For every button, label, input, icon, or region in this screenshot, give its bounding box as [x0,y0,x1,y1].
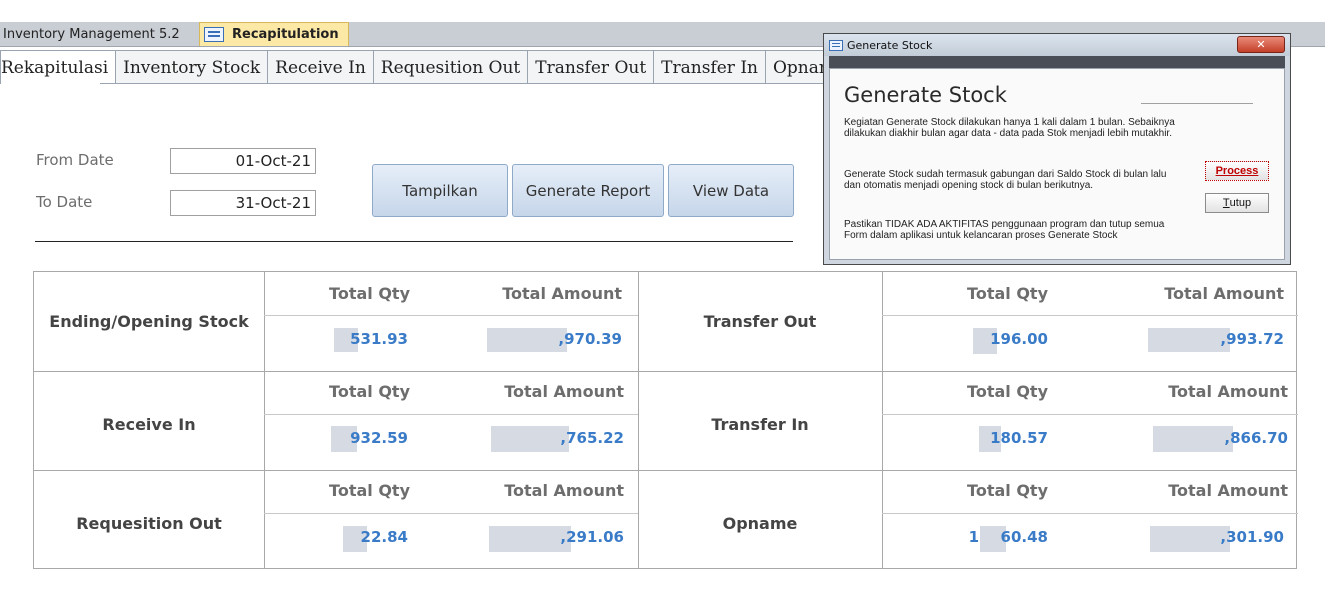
to-date-label: To Date [36,193,93,211]
dialog-header-band [829,56,1285,68]
ending-stock-amount: ,970.39 [558,330,622,348]
generate-report-button[interactable]: Generate Report [512,164,664,217]
redacted-block [489,526,571,552]
grid-half-separator [264,414,638,415]
tab-control: Rekapitulasi Inventory Stock Receive In … [0,50,854,84]
process-button[interactable]: Process [1205,161,1269,181]
dialog-body: Generate Stock Kegiatan Generate Stock d… [829,68,1285,260]
redacted-block [343,526,367,552]
total-qty-header: Total Qty [967,481,1048,500]
transfer-out-amount: ,993.72 [1220,330,1284,348]
total-qty-header: Total Qty [329,382,410,401]
tutup-accel-key: T [1222,197,1230,209]
grid-divider [264,272,265,568]
close-icon: ✕ [1256,38,1266,51]
total-qty-header: Total Qty [329,481,410,500]
dialog-paragraph-2: Generate Stock sudah termasuk gabungan d… [844,169,1167,191]
grid-half-separator [882,414,1298,415]
transfer-out-label: Transfer Out [703,312,817,331]
receive-in-label: Receive In [102,415,196,434]
redacted-block [973,328,997,354]
opname-amount: ,301.90 [1220,528,1284,546]
redacted-block [331,426,357,452]
close-button[interactable]: ✕ [1237,36,1285,53]
redacted-block [980,526,1006,552]
grid-half-separator [264,315,638,316]
transfer-in-qty: 180.57 [990,429,1048,447]
from-date-label: From Date [36,151,114,169]
total-amount-header: Total Amount [504,382,624,401]
dialog-heading-rule [1141,103,1253,104]
redacted-block [334,328,358,352]
grid-divider [882,272,883,568]
doc-tab-label: Inventory Management 5.2 [3,26,180,42]
tab-rekapitulasi[interactable]: Rekapitulasi [0,50,117,84]
total-amount-header: Total Amount [1164,284,1284,303]
form-icon [204,27,224,42]
tampilkan-button[interactable]: Tampilkan [372,164,508,217]
total-amount-header: Total Amount [1168,382,1288,401]
redacted-block [979,426,1001,452]
total-qty-header: Total Qty [967,382,1048,401]
transfer-out-qty: 196.00 [990,330,1048,348]
tab-requesition-out[interactable]: Requesition Out [372,50,529,84]
from-date-field[interactable]: 01-Oct-21 [170,148,316,174]
dialog-heading: Generate Stock [844,83,1007,107]
opname-qty: 60.48 [1000,528,1048,546]
ending-opening-stock-label: Ending/Opening Stock [49,312,249,331]
transfer-in-label: Transfer In [711,415,809,434]
requesition-out-amount: ,291.06 [560,528,624,546]
grid-half-separator [882,513,1298,514]
grid-half-separator [264,513,638,514]
grid-half-separator [882,315,1298,316]
requesition-out-qty: 22.84 [360,528,408,546]
doc-tab-inventory-management[interactable]: Inventory Management 5.2 [0,22,199,46]
redacted-block [487,328,567,352]
receive-in-amount: ,765.22 [560,429,624,447]
total-amount-header: Total Amount [504,481,624,500]
total-qty-header: Total Qty [967,284,1048,303]
redacted-block [1150,526,1230,552]
total-qty-header: Total Qty [329,284,410,303]
grid-row-separator [34,371,1296,372]
redacted-block [491,426,569,452]
tutup-label: utup [1229,197,1252,209]
ending-stock-qty: 531.93 [350,330,408,348]
doc-tab-recapitulation[interactable]: Recapitulation [199,22,349,46]
generate-stock-dialog: Generate Stock ✕ Generate Stock Kegiatan… [823,33,1291,265]
form-icon [829,39,843,51]
doc-tab-label: Recapitulation [232,27,339,42]
grid-row-separator [34,470,1296,471]
separator-line [35,241,793,242]
summary-grid: Ending/Opening Stock Receive In Requesit… [33,271,1298,569]
total-amount-header: Total Amount [502,284,622,303]
receive-in-qty: 932.59 [350,429,408,447]
opname-label: Opname [722,514,798,533]
transfer-in-amount: ,866.70 [1224,429,1288,447]
redacted-block [1153,426,1233,452]
requesition-out-label: Requesition Out [76,514,222,533]
dialog-window-title: Generate Stock [847,38,933,52]
grid-divider [638,272,639,568]
tab-baseline [100,83,830,84]
tab-receive-in[interactable]: Receive In [267,50,374,84]
total-amount-header: Total Amount [1168,481,1288,500]
dialog-paragraph-1: Kegiatan Generate Stock dilakukan hanya … [844,117,1175,139]
dialog-paragraph-3: Pastikan TIDAK ADA AKTIFITAS penggunaan … [844,219,1165,241]
dialog-title-bar[interactable]: Generate Stock ✕ [824,34,1290,56]
to-date-field[interactable]: 31-Oct-21 [170,190,316,216]
redacted-block [1148,328,1230,352]
tab-transfer-out[interactable]: Transfer Out [527,50,655,84]
tab-transfer-in[interactable]: Transfer In [653,50,766,84]
opname-qty-prefix: 1 [968,528,979,546]
tab-inventory-stock[interactable]: Inventory Stock [115,50,269,84]
view-data-button[interactable]: View Data [668,164,794,217]
